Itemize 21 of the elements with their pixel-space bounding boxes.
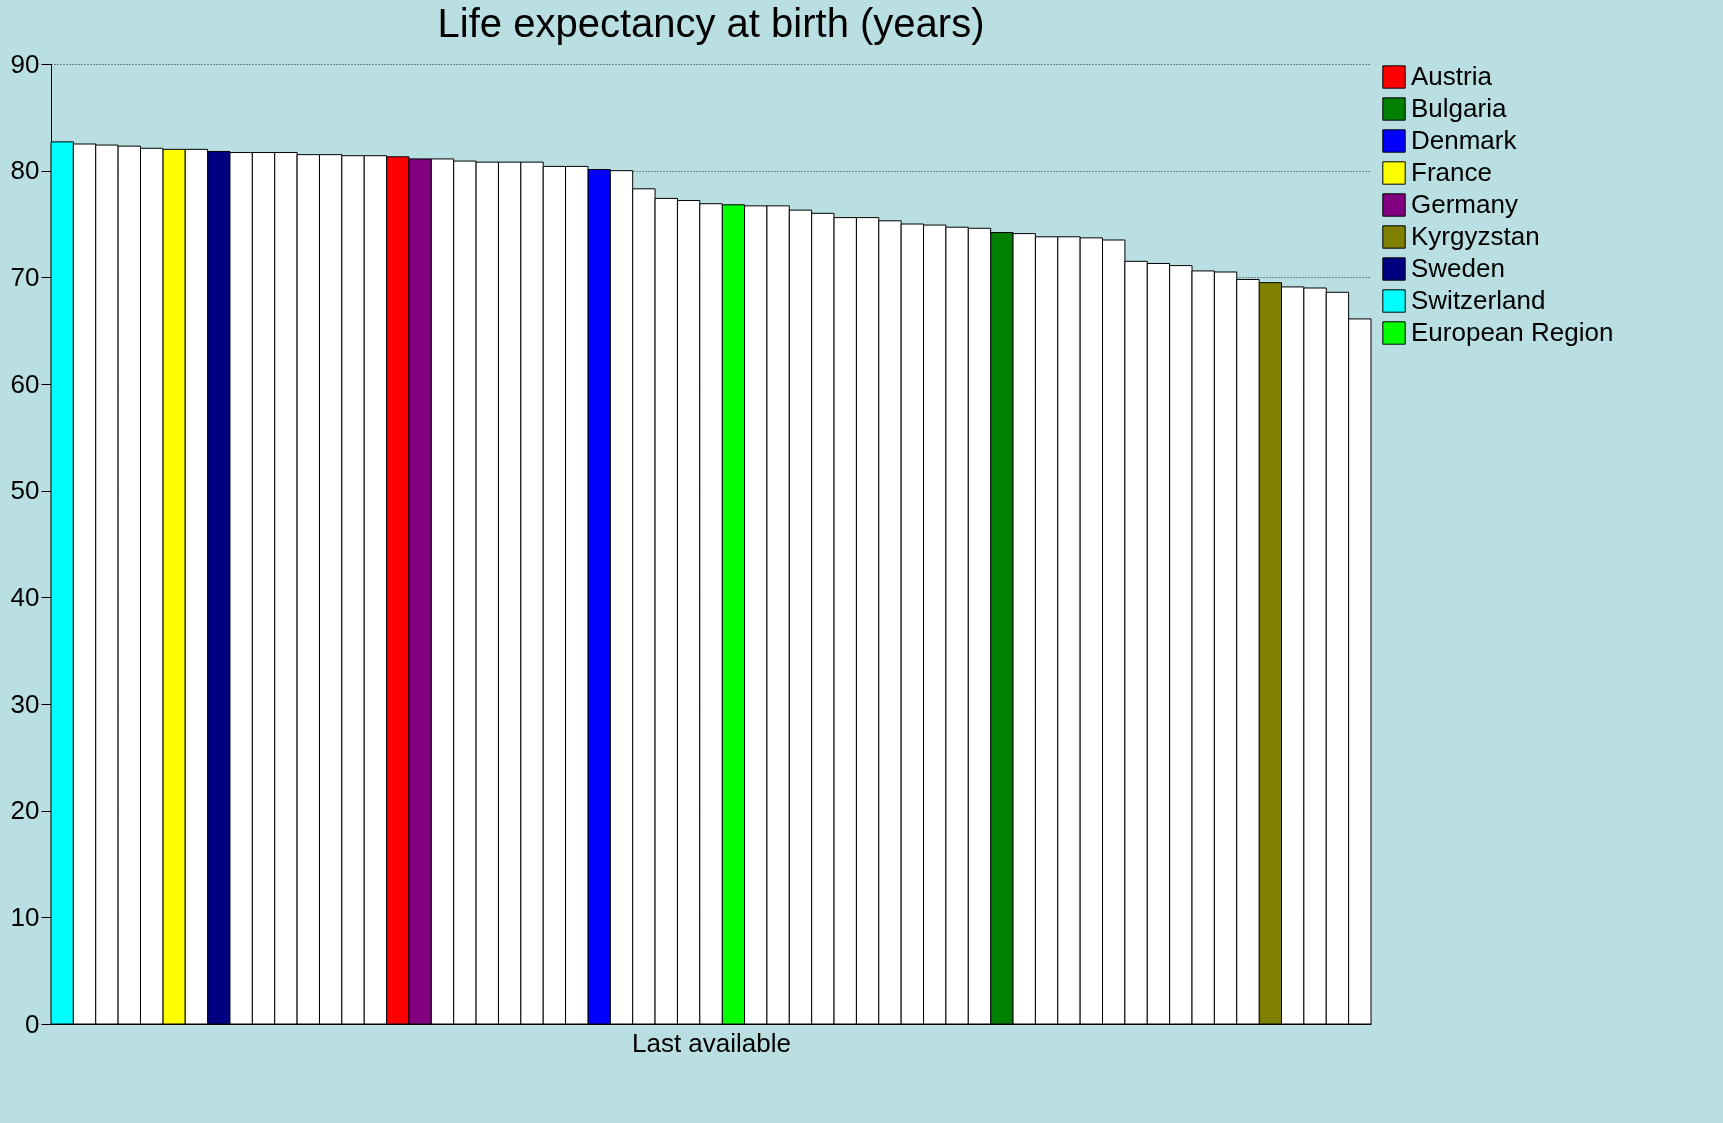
legend-label: Kyrgyzstan xyxy=(1411,221,1540,251)
y-tick-label: 80 xyxy=(10,155,40,186)
legend-label: Germany xyxy=(1411,189,1518,219)
legend-label: European Region xyxy=(1411,317,1614,347)
y-tick-label: 0 xyxy=(25,1008,40,1039)
legend-label: Switzerland xyxy=(1411,285,1546,315)
y-tick-label: 10 xyxy=(10,901,40,932)
x-axis-title: Last available xyxy=(632,1027,791,1058)
legend-label: Austria xyxy=(1411,61,1493,91)
y-tick-label: 50 xyxy=(10,475,40,506)
y-tick-label: 20 xyxy=(10,795,40,826)
legend-label: Denmark xyxy=(1411,125,1518,155)
y-tick-label: 60 xyxy=(10,368,40,399)
legend-label: France xyxy=(1411,157,1492,187)
y-tick-label: 90 xyxy=(10,48,40,79)
legend-label: Bulgaria xyxy=(1411,93,1507,123)
y-tick-label: 30 xyxy=(10,688,40,719)
y-tick-label: 70 xyxy=(10,261,40,292)
y-tick-label: 40 xyxy=(10,581,40,612)
legend-label: Sweden xyxy=(1411,253,1505,283)
chart-title: Life expectancy at birth (years) xyxy=(437,1,985,45)
